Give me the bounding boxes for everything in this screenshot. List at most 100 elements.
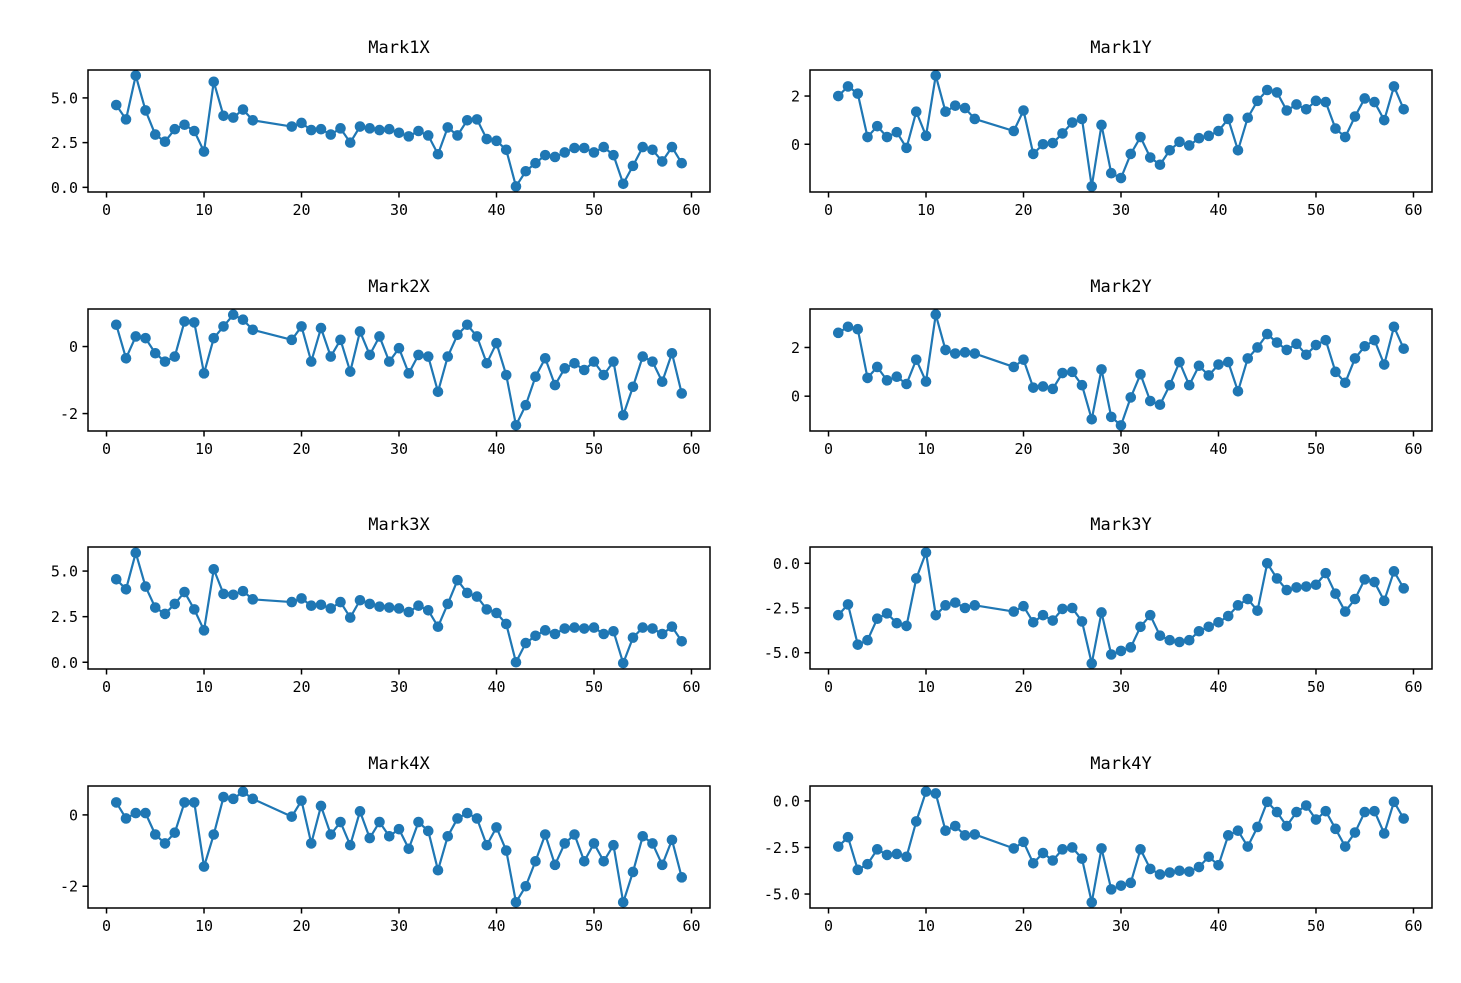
data-point-marker [500, 369, 512, 380]
data-point-marker [1144, 395, 1156, 406]
plot-area: 0 10 20 30 40 50 60 0.0 2.5 5.0 [51, 69, 711, 219]
data-point-marker [1027, 148, 1039, 160]
data-point-marker [1300, 581, 1312, 592]
data-point-marker [198, 860, 210, 872]
data-point-marker [422, 350, 434, 362]
data-point-marker [1339, 376, 1351, 388]
data-point-marker [149, 129, 161, 140]
x-tick-label: 30 [1112, 917, 1130, 935]
data-point-marker [461, 114, 473, 126]
x-tick-label: 20 [292, 678, 310, 696]
subplot-mark1y: Mark1Y 0 10 20 30 40 50 60 0 2 [732, 38, 1461, 240]
data-point-marker [1076, 616, 1088, 627]
subplot-title: Mark1X [368, 38, 430, 58]
x-tick-label: 50 [1307, 678, 1325, 696]
data-point-marker [432, 621, 444, 632]
data-point-marker [1008, 606, 1020, 617]
data-point-marker [871, 843, 883, 855]
data-point-marker [1008, 842, 1020, 854]
x-tick-label: 50 [585, 678, 603, 696]
x-tick-label: 30 [390, 440, 408, 458]
subplot-mark4x: Mark4X 0 10 20 30 40 50 60 -2 0 [10, 754, 740, 956]
data-point-marker [852, 88, 864, 99]
x-tick-label: 50 [585, 917, 603, 935]
data-point-marker [179, 119, 190, 131]
data-point-marker [627, 632, 639, 643]
data-point-marker [1339, 840, 1351, 852]
data-point-marker [1144, 152, 1156, 163]
data-point-marker [910, 815, 922, 827]
x-tick-label: 40 [487, 917, 505, 935]
data-point-marker [1018, 105, 1029, 116]
data-point-marker [1261, 84, 1273, 96]
x-tick-label: 60 [1404, 440, 1422, 458]
data-point-marker [617, 657, 629, 669]
y-tick-label: -5.0 [764, 644, 800, 662]
series-group [832, 547, 1410, 669]
data-point-marker [1222, 610, 1234, 622]
data-point-marker [1086, 181, 1098, 192]
data-point-marker [1057, 128, 1068, 139]
data-point-marker [1008, 361, 1020, 372]
data-point-marker [1339, 606, 1351, 617]
data-point-marker [325, 129, 337, 140]
data-point-marker [403, 131, 415, 142]
subplot-mark3x: Mark3X 0 10 20 30 40 50 60 0.0 2.5 5.0 [10, 515, 740, 717]
data-point-marker [832, 609, 844, 621]
data-point-marker [881, 131, 893, 143]
data-point-marker [1115, 645, 1127, 657]
data-point-marker [578, 142, 590, 154]
data-point-marker [1261, 328, 1273, 339]
data-point-marker [1261, 557, 1273, 569]
data-point-marker [159, 608, 171, 620]
data-point-marker [500, 844, 512, 856]
data-point-marker [1213, 617, 1224, 628]
plot-area: 0 10 20 30 40 50 60 -5.0 -2.5 0.0 [764, 546, 1433, 696]
data-point-marker [578, 364, 590, 375]
data-point-marker [315, 322, 327, 333]
x-tick-label: 0 [824, 440, 833, 458]
data-point-marker [1105, 883, 1117, 895]
data-point-marker [481, 357, 493, 369]
data-point-marker [617, 178, 629, 190]
data-point-marker [862, 634, 873, 646]
data-point-marker [218, 791, 229, 802]
data-point-marker [237, 313, 249, 325]
x-tick-label: 60 [682, 440, 700, 458]
data-point-marker [969, 347, 981, 359]
data-point-marker [471, 330, 483, 342]
data-point-marker [1154, 868, 1166, 880]
data-point-marker [852, 864, 864, 875]
data-point-marker [1125, 642, 1137, 653]
data-point-marker [1144, 609, 1156, 621]
data-point-marker [315, 123, 327, 135]
data-point-marker [862, 131, 873, 143]
data-point-marker [364, 349, 376, 360]
x-tick-label: 30 [390, 201, 408, 219]
data-point-marker [179, 315, 190, 327]
data-point-marker [500, 144, 512, 156]
data-point-marker [188, 125, 200, 137]
y-tick-label: 0 [69, 338, 78, 356]
data-point-marker [481, 604, 493, 615]
data-point-marker [569, 357, 580, 369]
data-point-marker [1154, 630, 1166, 642]
data-point-marker [510, 419, 522, 431]
data-point-marker [617, 409, 629, 421]
data-point-marker [1369, 805, 1380, 816]
y-tick-label: 2 [791, 88, 800, 106]
series-group [110, 70, 688, 192]
data-point-marker [1057, 367, 1068, 378]
data-point-marker [227, 589, 239, 601]
data-point-marker [862, 372, 873, 383]
data-point-marker [1105, 411, 1117, 422]
data-point-marker [471, 114, 483, 125]
series-group [832, 308, 1410, 431]
data-point-marker [1057, 843, 1068, 855]
y-tick-label: 0.0 [51, 179, 78, 197]
data-point-marker [1300, 104, 1312, 115]
data-point-marker [383, 123, 395, 135]
data-point-marker [1359, 340, 1371, 352]
data-point-marker [305, 355, 317, 367]
data-point-marker [188, 604, 200, 615]
